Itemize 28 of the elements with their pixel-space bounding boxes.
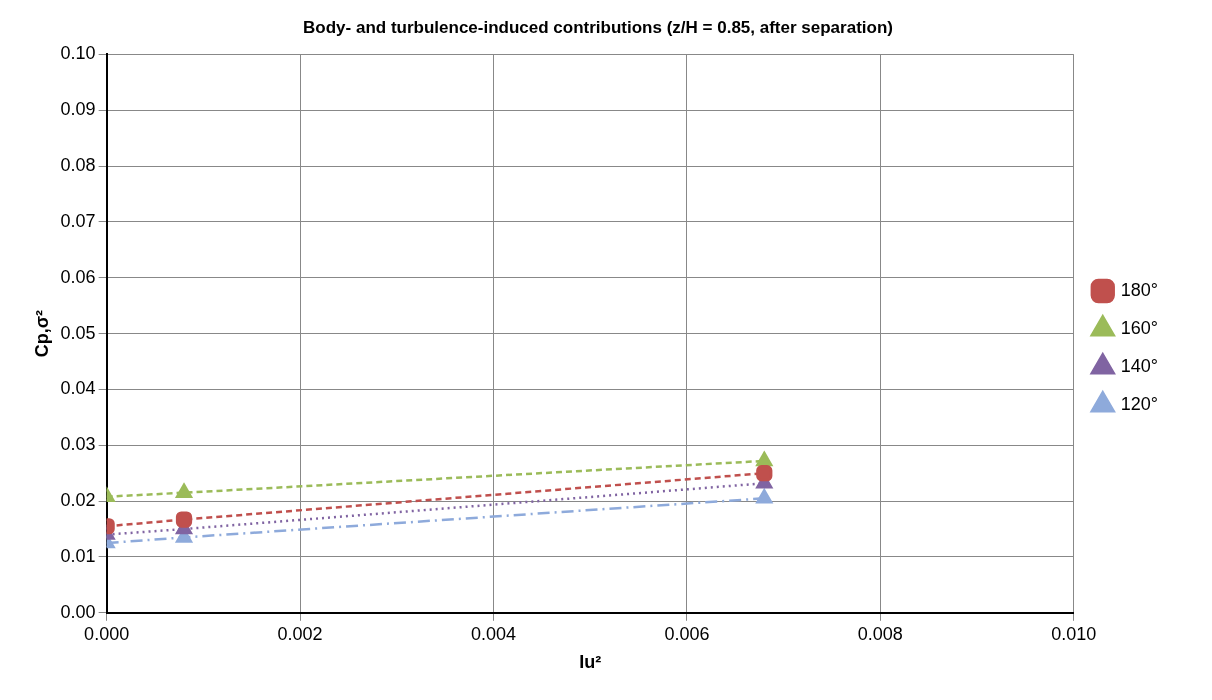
legend-label: 180° bbox=[1120, 279, 1158, 300]
chart-title: Body- and turbulence-induced contributions (z/H = 0.85, after separation) bbox=[303, 17, 893, 37]
y-tick-label: 0.06 bbox=[60, 266, 96, 287]
x-axis-title: Iu² bbox=[579, 652, 602, 673]
legend-label: 120° bbox=[1120, 393, 1158, 414]
x-tick-label: 0.002 bbox=[277, 623, 323, 644]
y-tick-label: 0.00 bbox=[60, 601, 96, 622]
y-tick-label: 0.05 bbox=[60, 322, 96, 343]
y-tick-label: 0.10 bbox=[60, 43, 96, 64]
legend-label: 140° bbox=[1120, 355, 1158, 376]
x-tick-label: 0.000 bbox=[84, 623, 130, 644]
y-tick-label: 0.04 bbox=[60, 378, 96, 399]
y-tick-label: 0.09 bbox=[60, 99, 96, 120]
y-tick-label: 0.03 bbox=[60, 434, 96, 455]
point bbox=[175, 483, 193, 498]
x-tick-label: 0.008 bbox=[857, 623, 903, 644]
y-tick-label: 0.02 bbox=[60, 490, 96, 511]
y-tick-label: 0.07 bbox=[60, 210, 96, 231]
y-axis-title: Cp,σ² bbox=[31, 309, 52, 358]
y-tick-label: 0.08 bbox=[60, 155, 96, 176]
point bbox=[756, 451, 773, 467]
x-tick-label: 0.004 bbox=[470, 623, 517, 644]
x-tick-label: 0.010 bbox=[1051, 623, 1097, 644]
x-tick-label: 0.006 bbox=[664, 623, 710, 644]
legend-label: 160° bbox=[1120, 317, 1158, 338]
point bbox=[756, 489, 773, 504]
y-tick-label: 0.01 bbox=[60, 545, 96, 566]
point bbox=[175, 511, 193, 528]
